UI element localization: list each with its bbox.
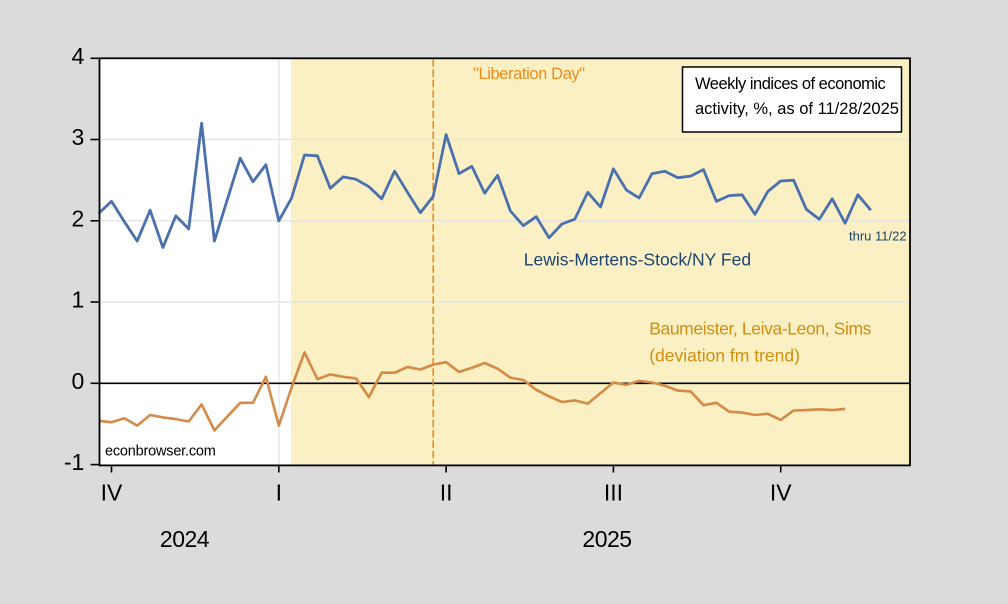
svg-text:II: II bbox=[440, 480, 453, 506]
svg-text:4: 4 bbox=[72, 43, 85, 69]
svg-text:IV: IV bbox=[101, 480, 123, 506]
svg-text:1: 1 bbox=[72, 287, 85, 313]
svg-text:"Liberation Day": "Liberation Day" bbox=[473, 65, 585, 83]
svg-text:I: I bbox=[276, 480, 282, 506]
svg-text:IV: IV bbox=[770, 480, 792, 506]
svg-text:Weekly indices of economic: Weekly indices of economic bbox=[695, 75, 886, 93]
svg-text:0: 0 bbox=[72, 368, 85, 394]
svg-text:activity, %, as of 11/28/2025: activity, %, as of 11/28/2025 bbox=[695, 100, 899, 118]
svg-text:2: 2 bbox=[72, 205, 85, 231]
svg-text:2025: 2025 bbox=[582, 526, 631, 552]
svg-text:2024: 2024 bbox=[160, 526, 210, 552]
svg-text:econbrowser.com: econbrowser.com bbox=[105, 444, 216, 460]
svg-text:Baumeister, Leiva-Leon, Sims: Baumeister, Leiva-Leon, Sims bbox=[649, 319, 871, 339]
svg-text:3: 3 bbox=[72, 124, 85, 150]
svg-text:Lewis-Mertens-Stock/NY Fed: Lewis-Mertens-Stock/NY Fed bbox=[524, 250, 751, 270]
svg-text:-1: -1 bbox=[64, 449, 84, 475]
svg-text:thru 11/22: thru 11/22 bbox=[849, 229, 907, 244]
svg-text:III: III bbox=[604, 480, 623, 506]
svg-text:(deviation fm trend): (deviation fm trend) bbox=[649, 346, 800, 366]
